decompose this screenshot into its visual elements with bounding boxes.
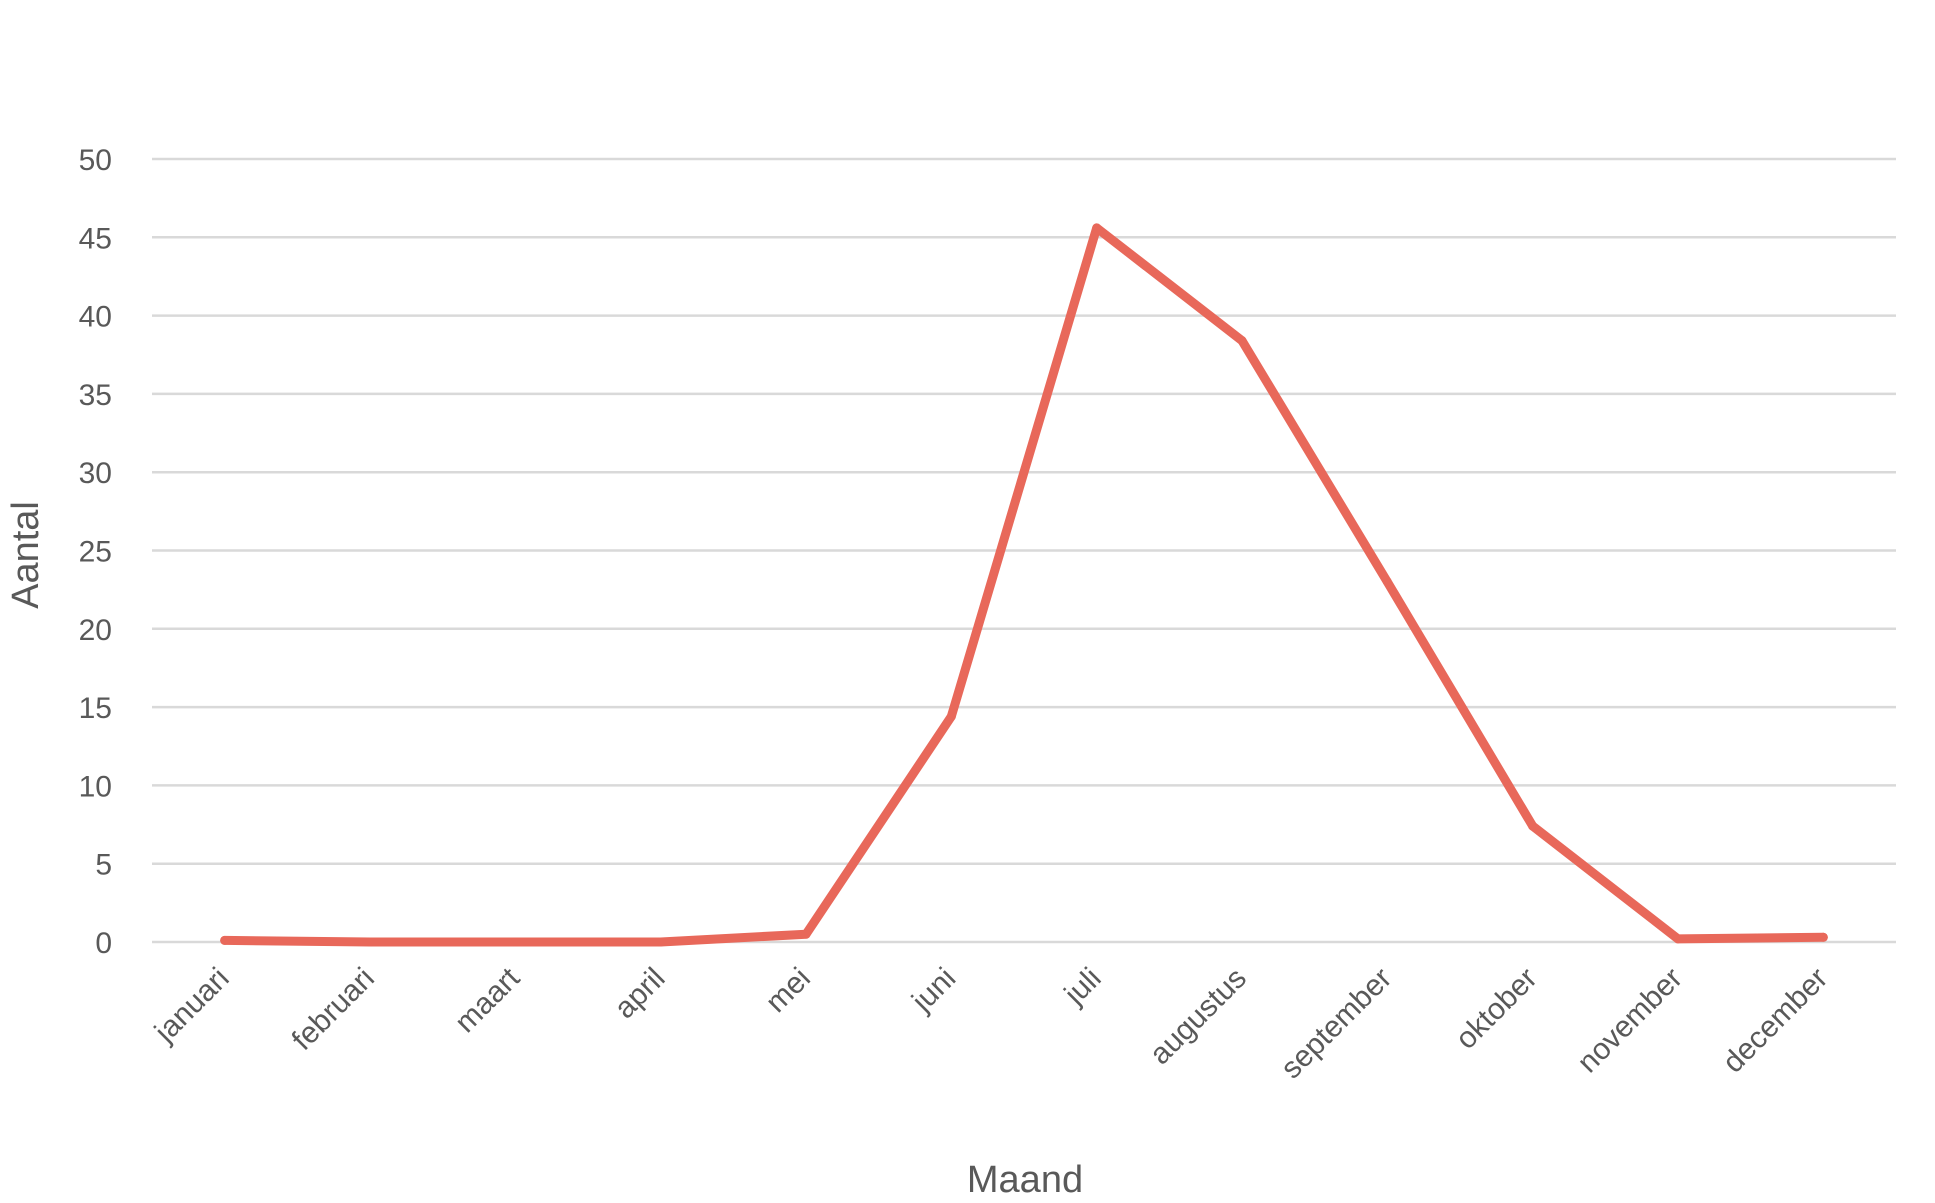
data-point-augustus <box>1237 336 1247 346</box>
data-point-december <box>1818 932 1828 942</box>
x-tick-label: mei <box>759 962 817 1020</box>
data-point-april <box>656 937 666 947</box>
data-point-februari <box>365 937 375 947</box>
data-point-oktober <box>1528 821 1538 831</box>
y-gridlines <box>152 157 1896 944</box>
y-tick-label: 20 <box>79 614 112 647</box>
data-point-juli <box>1092 223 1102 233</box>
y-tick-label: 25 <box>79 536 112 569</box>
y-tick-label: 30 <box>79 457 112 490</box>
x-tick-label: april <box>608 962 671 1025</box>
x-tick-label: november <box>1571 962 1689 1080</box>
y-tick-label: 40 <box>79 301 112 334</box>
y-axis-label: Aantal <box>5 501 47 609</box>
x-tick-labels: januari februari maart april mei juni juli augu… <box>148 961 1834 1085</box>
x-axis-label: Maand <box>967 1159 1083 1201</box>
x-tick-label: maart <box>449 961 527 1039</box>
y-tick-label: 50 <box>79 144 112 177</box>
data-point-juni <box>946 711 956 721</box>
y-tick-label: 0 <box>95 927 112 960</box>
y-tick-label: 35 <box>79 379 112 412</box>
series-line-0 <box>220 223 1828 947</box>
x-tick-label: september <box>1275 962 1399 1086</box>
x-tick-label: januari <box>148 962 236 1050</box>
x-tick-label: augustus <box>1144 962 1253 1071</box>
x-tick-label: december <box>1717 962 1835 1080</box>
y-tick-label: 45 <box>79 222 112 255</box>
series-group <box>220 223 1828 947</box>
x-tick-label: oktober <box>1450 962 1544 1056</box>
y-tick-labels: 0 5 10 15 20 25 30 35 40 45 50 <box>79 144 112 960</box>
x-tick-label: juli <box>1058 962 1108 1012</box>
y-tick-label: 5 <box>95 849 112 882</box>
y-tick-label: 15 <box>79 692 112 725</box>
y-tick-label: 10 <box>79 770 112 803</box>
data-point-november <box>1673 934 1683 944</box>
data-point-mei <box>801 929 811 939</box>
data-point-september <box>1382 577 1392 587</box>
x-tick-label: februari <box>286 962 381 1057</box>
data-point-januari <box>220 935 230 945</box>
x-tick-label: juni <box>905 962 962 1019</box>
data-point-maart <box>510 937 520 947</box>
